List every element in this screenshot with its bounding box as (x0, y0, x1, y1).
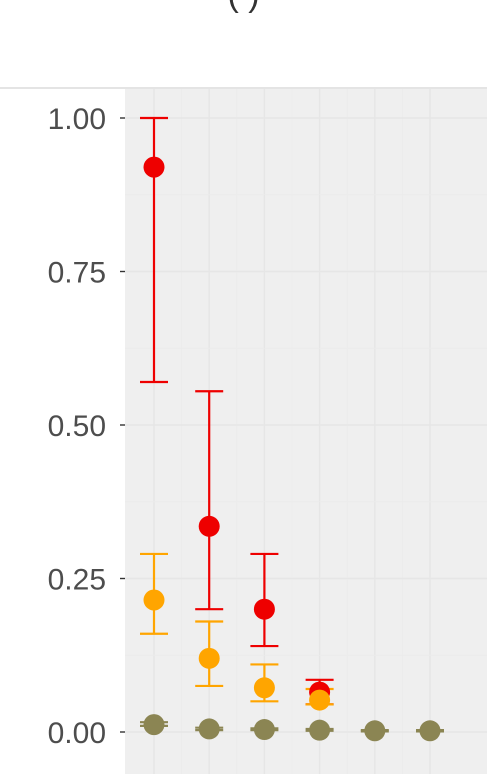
data-point (253, 677, 275, 699)
data-point (309, 689, 331, 711)
data-point (198, 647, 220, 669)
data-point (253, 598, 275, 620)
plot-panel (125, 89, 487, 774)
data-point (198, 718, 220, 740)
y-tick-label: 0.50 (48, 410, 106, 443)
data-point (198, 515, 220, 537)
chart-title-fragment: ( ) (0, 0, 487, 22)
data-point (143, 714, 165, 736)
chart-title-text: ( ) (0, 0, 487, 15)
y-axis: 0.00 0.25 0.50 0.75 1.00 (48, 103, 125, 750)
y-tick-label: 0.00 (48, 717, 106, 750)
data-point (364, 720, 386, 742)
data-point (253, 719, 275, 741)
data-point (143, 589, 165, 611)
data-marks (140, 116, 444, 742)
y-tick-label: 1.00 (48, 103, 106, 136)
data-point (419, 720, 441, 742)
data-point (309, 719, 331, 741)
y-tick-label: 0.25 (48, 564, 106, 597)
data-point (143, 156, 165, 178)
y-tick-label: 0.75 (48, 257, 106, 290)
